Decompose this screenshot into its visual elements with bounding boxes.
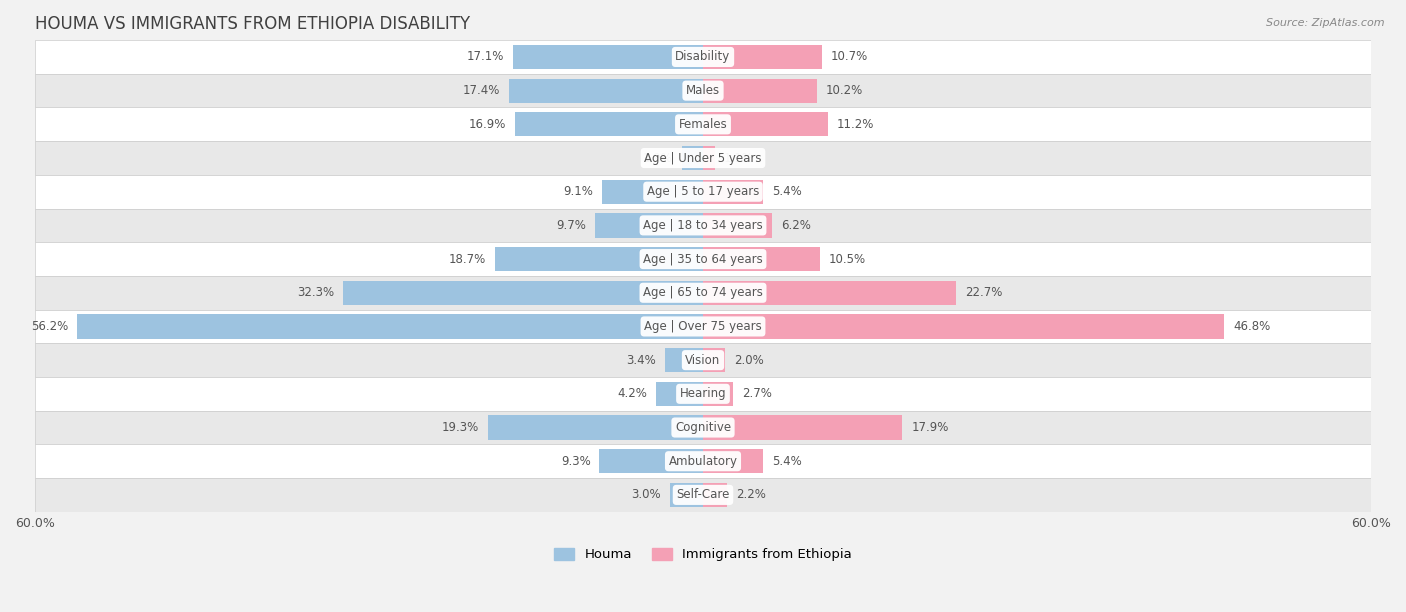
Text: 3.4%: 3.4%: [627, 354, 657, 367]
Bar: [703, 247, 820, 271]
Text: 4.2%: 4.2%: [617, 387, 647, 400]
FancyBboxPatch shape: [35, 310, 1371, 343]
FancyBboxPatch shape: [35, 276, 1371, 310]
FancyBboxPatch shape: [35, 478, 1371, 512]
Bar: [77, 315, 703, 338]
Bar: [703, 146, 716, 170]
Bar: [703, 213, 772, 237]
Text: Age | Over 75 years: Age | Over 75 years: [644, 320, 762, 333]
Bar: [599, 449, 703, 473]
Bar: [703, 416, 903, 439]
FancyBboxPatch shape: [35, 411, 1371, 444]
Text: Age | 35 to 64 years: Age | 35 to 64 years: [643, 253, 763, 266]
FancyBboxPatch shape: [35, 377, 1371, 411]
Text: 3.0%: 3.0%: [631, 488, 661, 501]
Bar: [665, 348, 703, 372]
Text: 22.7%: 22.7%: [965, 286, 1002, 299]
Text: Hearing: Hearing: [679, 387, 727, 400]
Bar: [703, 179, 763, 204]
Text: 2.2%: 2.2%: [737, 488, 766, 501]
Text: Cognitive: Cognitive: [675, 421, 731, 434]
Text: 18.7%: 18.7%: [449, 253, 486, 266]
FancyBboxPatch shape: [35, 343, 1371, 377]
Bar: [703, 483, 727, 507]
Bar: [682, 146, 703, 170]
Text: 5.4%: 5.4%: [772, 455, 801, 468]
Text: Males: Males: [686, 84, 720, 97]
Text: 56.2%: 56.2%: [31, 320, 69, 333]
Text: 10.7%: 10.7%: [831, 50, 869, 64]
FancyBboxPatch shape: [35, 74, 1371, 108]
Bar: [703, 281, 956, 305]
Text: 9.3%: 9.3%: [561, 455, 591, 468]
Text: Age | 65 to 74 years: Age | 65 to 74 years: [643, 286, 763, 299]
Text: Disability: Disability: [675, 50, 731, 64]
Text: 9.1%: 9.1%: [562, 185, 593, 198]
Text: 5.4%: 5.4%: [772, 185, 801, 198]
Text: 46.8%: 46.8%: [1233, 320, 1270, 333]
Bar: [495, 247, 703, 271]
Text: Source: ZipAtlas.com: Source: ZipAtlas.com: [1267, 18, 1385, 28]
Text: Females: Females: [679, 118, 727, 131]
Text: 2.0%: 2.0%: [734, 354, 763, 367]
Bar: [488, 416, 703, 439]
Text: 1.1%: 1.1%: [724, 152, 754, 165]
Text: 17.4%: 17.4%: [463, 84, 501, 97]
Bar: [703, 449, 763, 473]
Text: Vision: Vision: [685, 354, 721, 367]
Text: 6.2%: 6.2%: [780, 219, 811, 232]
Bar: [703, 45, 823, 69]
Bar: [703, 382, 733, 406]
Text: 17.9%: 17.9%: [911, 421, 949, 434]
FancyBboxPatch shape: [35, 40, 1371, 74]
Bar: [343, 281, 703, 305]
Text: 1.9%: 1.9%: [643, 152, 673, 165]
Text: 16.9%: 16.9%: [468, 118, 506, 131]
Bar: [703, 78, 817, 103]
Legend: Houma, Immigrants from Ethiopia: Houma, Immigrants from Ethiopia: [548, 542, 858, 567]
Text: Ambulatory: Ambulatory: [668, 455, 738, 468]
Text: Age | 5 to 17 years: Age | 5 to 17 years: [647, 185, 759, 198]
Text: 10.2%: 10.2%: [825, 84, 863, 97]
Text: 9.7%: 9.7%: [557, 219, 586, 232]
Text: 19.3%: 19.3%: [441, 421, 479, 434]
Text: 32.3%: 32.3%: [297, 286, 335, 299]
FancyBboxPatch shape: [35, 175, 1371, 209]
Text: 17.1%: 17.1%: [467, 50, 503, 64]
Bar: [703, 315, 1225, 338]
FancyBboxPatch shape: [35, 242, 1371, 276]
Text: Self-Care: Self-Care: [676, 488, 730, 501]
FancyBboxPatch shape: [35, 108, 1371, 141]
Text: Age | 18 to 34 years: Age | 18 to 34 years: [643, 219, 763, 232]
Bar: [703, 112, 828, 136]
Text: 10.5%: 10.5%: [828, 253, 866, 266]
Bar: [669, 483, 703, 507]
Bar: [515, 112, 703, 136]
Text: Age | Under 5 years: Age | Under 5 years: [644, 152, 762, 165]
Bar: [602, 179, 703, 204]
Bar: [703, 348, 725, 372]
Bar: [657, 382, 703, 406]
FancyBboxPatch shape: [35, 209, 1371, 242]
FancyBboxPatch shape: [35, 444, 1371, 478]
Text: 2.7%: 2.7%: [742, 387, 772, 400]
Bar: [509, 78, 703, 103]
Bar: [595, 213, 703, 237]
Text: HOUMA VS IMMIGRANTS FROM ETHIOPIA DISABILITY: HOUMA VS IMMIGRANTS FROM ETHIOPIA DISABI…: [35, 15, 470, 33]
FancyBboxPatch shape: [35, 141, 1371, 175]
Text: 11.2%: 11.2%: [837, 118, 875, 131]
Bar: [513, 45, 703, 69]
